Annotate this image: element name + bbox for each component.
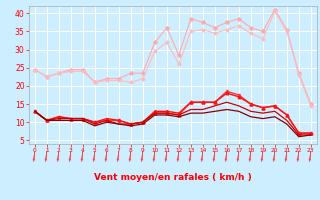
X-axis label: Vent moyen/en rafales ( km/h ): Vent moyen/en rafales ( km/h ): [94, 173, 252, 182]
